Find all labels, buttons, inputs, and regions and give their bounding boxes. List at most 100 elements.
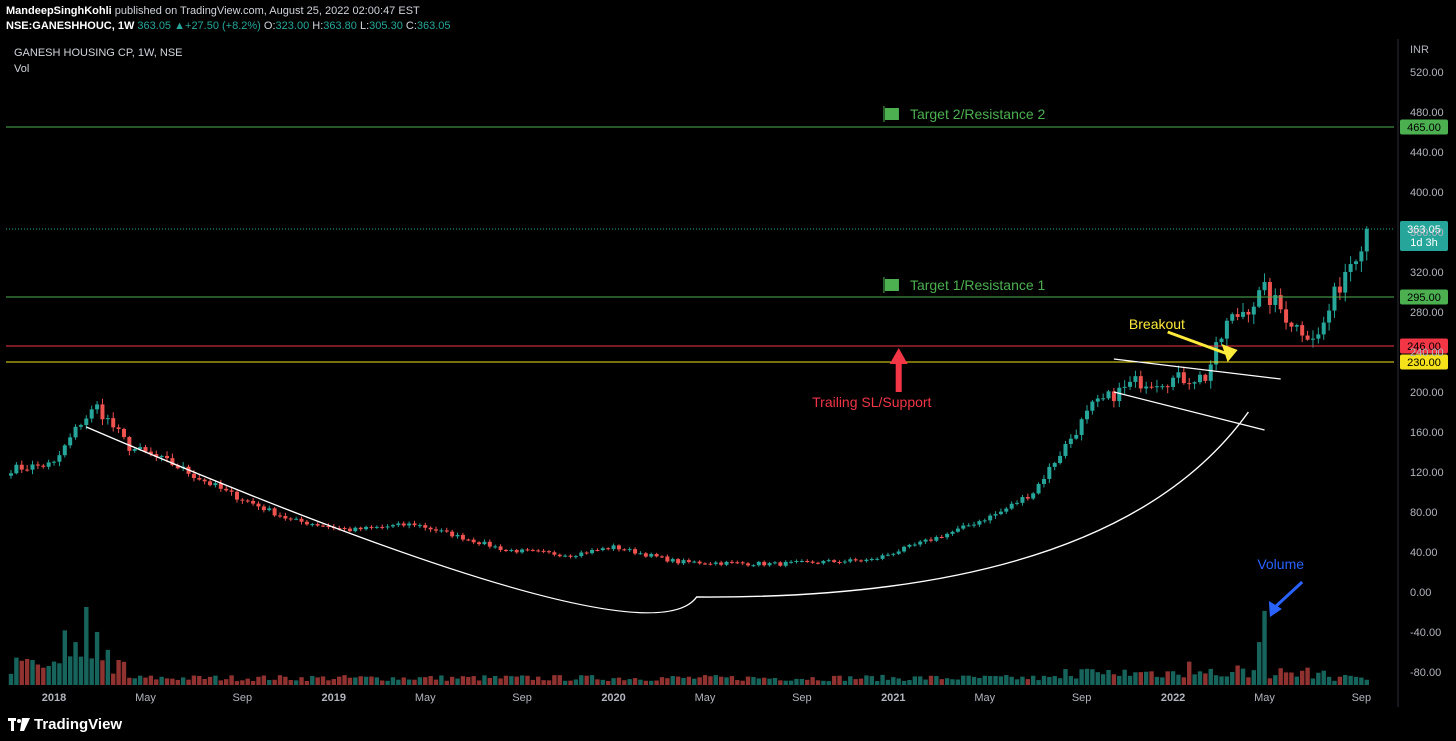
candle-body xyxy=(826,560,831,562)
candle-body xyxy=(353,527,358,532)
candle-body xyxy=(923,539,928,542)
candle-body xyxy=(821,561,826,564)
volume-bar xyxy=(1014,679,1020,685)
candle-body xyxy=(896,551,901,554)
candle-body xyxy=(563,555,568,557)
low-value: 305.30 xyxy=(369,20,403,32)
candle-body xyxy=(934,536,939,541)
volume-bar xyxy=(498,678,503,685)
volume-bar xyxy=(1197,671,1203,685)
candle-body xyxy=(9,473,13,476)
volume-bar xyxy=(907,680,912,685)
volume-bar xyxy=(1009,676,1014,685)
quote-line: NSE:GANESHHOUC, 1W 363.05 ▲+27.50 (+8.2%… xyxy=(6,20,451,32)
candle-body xyxy=(78,425,83,427)
candle-body xyxy=(294,518,299,520)
volume-bar xyxy=(84,607,89,685)
candle-body xyxy=(1181,372,1186,384)
volume-bar xyxy=(1364,679,1369,685)
volume-bar xyxy=(1052,676,1057,685)
volume-bar xyxy=(853,679,858,685)
candle-body xyxy=(972,524,977,526)
volume-bar xyxy=(1127,675,1133,685)
volume-bar xyxy=(643,680,649,685)
volume-bar xyxy=(116,660,121,685)
candle-body xyxy=(756,561,761,566)
volume-bar xyxy=(842,680,848,685)
volume-bar xyxy=(1095,672,1100,685)
volume-bar xyxy=(127,677,132,685)
volume-bar xyxy=(944,678,950,685)
candle-body xyxy=(1063,444,1068,456)
candle-body xyxy=(1214,342,1219,365)
volume-bar xyxy=(982,675,987,685)
volume-bar xyxy=(966,675,971,685)
volume-bar xyxy=(638,679,643,685)
tradingview-logo[interactable]: TradingView xyxy=(8,716,122,733)
candle-body xyxy=(1015,502,1020,504)
volume-bar xyxy=(19,660,24,685)
candle-body xyxy=(68,437,73,446)
candle-body xyxy=(649,554,654,557)
y-tick-label: 160.00 xyxy=(1410,427,1444,439)
candle-body xyxy=(116,427,121,429)
candle-body xyxy=(283,516,288,519)
volume-bar xyxy=(552,675,557,685)
candle-body xyxy=(1197,374,1202,383)
volume-bar xyxy=(1246,677,1251,685)
level-label-bg xyxy=(1400,289,1448,305)
candle-body xyxy=(1074,434,1079,439)
last-price-bg xyxy=(1400,220,1448,251)
support-arrow-icon xyxy=(889,348,908,392)
volume-bar xyxy=(955,679,961,685)
candle-body xyxy=(175,465,180,469)
candle-body xyxy=(1316,334,1321,339)
volume-bar xyxy=(35,664,41,685)
candle-body xyxy=(961,525,966,529)
candle-body xyxy=(1095,398,1100,402)
volume-bar xyxy=(326,680,331,685)
volume-bar xyxy=(525,675,530,685)
volume-bar xyxy=(831,675,837,685)
volume-bar xyxy=(1230,671,1235,685)
candle-body xyxy=(993,514,998,516)
candle-body xyxy=(1284,309,1289,323)
volume-bar xyxy=(1192,674,1197,685)
volume-bar xyxy=(406,679,412,685)
volume-bar xyxy=(1100,674,1106,685)
volume-bar xyxy=(584,675,589,685)
candle-body xyxy=(1359,251,1364,262)
volume-bar xyxy=(1041,675,1047,685)
volume-bar xyxy=(433,679,439,685)
candle-body xyxy=(789,561,794,563)
volume-bar xyxy=(1176,674,1181,685)
candle-body xyxy=(977,521,982,525)
candle-body xyxy=(466,539,471,541)
candle-body xyxy=(1154,386,1159,388)
candle-body xyxy=(1036,483,1041,494)
candle-body xyxy=(595,549,600,551)
candle-body xyxy=(396,523,401,526)
volume-bar xyxy=(826,681,831,685)
volume-arrow-shaft xyxy=(1271,580,1304,611)
candle-body xyxy=(229,490,234,492)
volume-bar xyxy=(137,675,143,685)
author-name[interactable]: MandeepSinghKohli xyxy=(6,5,112,17)
volume-bar xyxy=(1165,671,1170,685)
candle-body xyxy=(600,548,605,551)
volume-bar xyxy=(702,675,708,685)
volume-indicator-label[interactable]: Vol xyxy=(14,63,30,75)
candle-body xyxy=(746,563,751,566)
volume-bar xyxy=(987,675,993,685)
volume-bar xyxy=(923,679,928,685)
volume-bar xyxy=(487,677,493,685)
volume-bar xyxy=(864,675,869,685)
breakout-arrow-shaft xyxy=(1167,330,1229,356)
candle-body xyxy=(767,563,772,566)
y-tick-label: 400.00 xyxy=(1410,187,1444,199)
volume-bar xyxy=(207,676,213,685)
volume-bar xyxy=(611,678,616,685)
candle-body xyxy=(347,528,352,532)
volume-bar xyxy=(385,680,390,685)
